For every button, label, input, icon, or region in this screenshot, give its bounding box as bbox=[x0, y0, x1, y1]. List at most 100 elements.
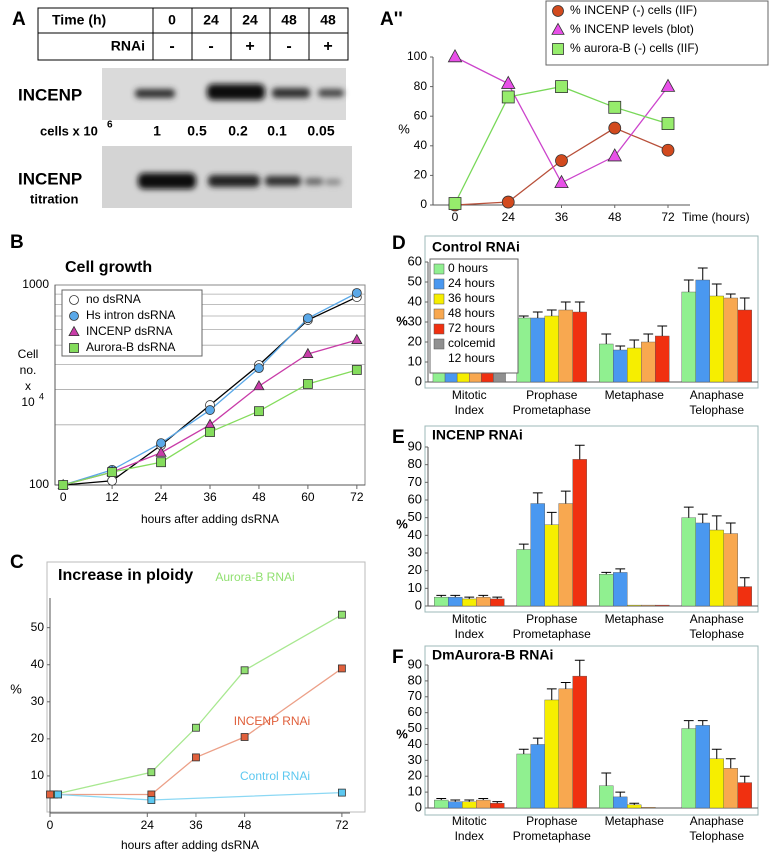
bar bbox=[544, 699, 559, 809]
legend-label: colcemid bbox=[448, 336, 495, 350]
blot-label: INCENP bbox=[18, 169, 82, 188]
series-line bbox=[53, 614, 343, 796]
marker bbox=[351, 288, 362, 298]
error-bar bbox=[574, 444, 585, 460]
error-bar bbox=[546, 688, 557, 700]
marker bbox=[253, 379, 265, 391]
error-bar bbox=[697, 513, 708, 523]
x-tick-label: 12 bbox=[105, 490, 119, 504]
y-tick-label: 50 bbox=[408, 509, 422, 524]
marker bbox=[156, 457, 166, 468]
marker bbox=[302, 347, 314, 358]
bar bbox=[709, 295, 724, 383]
x-tick-label: Prophase bbox=[526, 612, 578, 626]
chart-title: INCENP RNAi bbox=[432, 427, 523, 443]
x-tick-label: 0 bbox=[452, 210, 459, 224]
table-cell: + bbox=[245, 38, 254, 55]
y-axis-label: % bbox=[396, 516, 408, 531]
x-tick-label: Prometaphase bbox=[513, 829, 591, 843]
bar bbox=[709, 758, 724, 809]
x-tick-label: 36 bbox=[189, 818, 203, 832]
error-bar bbox=[697, 267, 708, 280]
bar bbox=[723, 533, 738, 607]
bar bbox=[558, 503, 573, 607]
bar bbox=[530, 317, 545, 383]
bar bbox=[627, 804, 642, 809]
marker bbox=[156, 438, 166, 448]
error-bar bbox=[532, 492, 543, 504]
y-tick-label: 40 bbox=[408, 527, 422, 542]
marker bbox=[54, 790, 63, 799]
panel-frame bbox=[424, 645, 759, 816]
y-axis-label: no. bbox=[20, 363, 37, 377]
table-header: 48 bbox=[320, 12, 336, 28]
x-tick-label: 0 bbox=[60, 490, 67, 504]
legend-box bbox=[429, 258, 519, 374]
y-tick-label: 20 bbox=[408, 333, 422, 348]
x-tick-label: Mitotic bbox=[452, 388, 487, 402]
error-bar bbox=[464, 596, 475, 599]
x-tick-label: 48 bbox=[252, 490, 266, 504]
marker bbox=[58, 480, 69, 490]
error-bar bbox=[478, 594, 489, 598]
y-tick-label: 40 bbox=[414, 138, 428, 152]
legend-label: % INCENP levels (blot) bbox=[570, 22, 694, 36]
marker bbox=[608, 100, 622, 114]
y-axis-label: % bbox=[396, 726, 408, 741]
error-bar bbox=[711, 748, 722, 759]
y-tick-label: 10 bbox=[408, 580, 422, 595]
legend-label: 0 hours bbox=[448, 261, 488, 275]
legend-box bbox=[545, 0, 769, 66]
bar bbox=[655, 335, 670, 383]
marker bbox=[500, 75, 516, 89]
legend-swatch bbox=[433, 293, 445, 305]
marker bbox=[608, 121, 622, 135]
cells-exponent: 6 bbox=[107, 120, 113, 131]
error-bar bbox=[532, 737, 543, 745]
panel-label: C bbox=[10, 552, 24, 573]
error-bar bbox=[683, 279, 694, 292]
blot-label: INCENP bbox=[18, 85, 82, 104]
error-bar bbox=[560, 301, 571, 310]
bar bbox=[516, 753, 531, 809]
marker bbox=[204, 418, 216, 429]
x-tick-label: Index bbox=[455, 627, 484, 641]
bar bbox=[737, 586, 752, 607]
bar bbox=[641, 604, 656, 607]
error-bar bbox=[450, 799, 461, 802]
error-bar bbox=[601, 333, 612, 344]
error-bar bbox=[532, 311, 543, 318]
error-bar bbox=[711, 283, 722, 296]
error-bar bbox=[546, 511, 557, 525]
table-header: 48 bbox=[281, 12, 297, 28]
marker bbox=[155, 446, 167, 457]
y-tick-label: 0 bbox=[415, 597, 422, 612]
x-tick-label: Anaphase bbox=[690, 388, 744, 402]
marker bbox=[69, 311, 79, 321]
bar bbox=[516, 549, 531, 607]
bar bbox=[627, 347, 642, 383]
y-tick-label: 10 bbox=[408, 353, 422, 368]
legend-label: 48 hours bbox=[448, 306, 495, 320]
marker bbox=[147, 796, 156, 804]
table-cell: - bbox=[208, 38, 213, 55]
error-bar bbox=[518, 315, 529, 318]
bar bbox=[530, 744, 545, 809]
error-bar bbox=[560, 681, 571, 689]
y-tick-label: 90 bbox=[408, 438, 422, 453]
bar bbox=[641, 341, 656, 383]
x-axis-label: Time (hours) bbox=[682, 210, 750, 224]
marker bbox=[69, 295, 79, 305]
y-tick-label: 30 bbox=[408, 752, 422, 767]
cells-value: 0.5 bbox=[187, 123, 207, 139]
x-tick-label: Anaphase bbox=[690, 612, 744, 626]
y-tick-label: 20 bbox=[414, 168, 428, 182]
error-bar bbox=[711, 515, 722, 531]
x-tick-label: 48 bbox=[238, 818, 252, 832]
x-tick-label: Mitotic bbox=[452, 814, 487, 828]
marker bbox=[555, 154, 568, 168]
x-tick-label: Metaphase bbox=[605, 612, 665, 626]
panel-label: A bbox=[12, 9, 26, 30]
table-cell: RNAi bbox=[111, 38, 145, 54]
legend-label: % INCENP (-) cells (IIF) bbox=[570, 3, 697, 17]
